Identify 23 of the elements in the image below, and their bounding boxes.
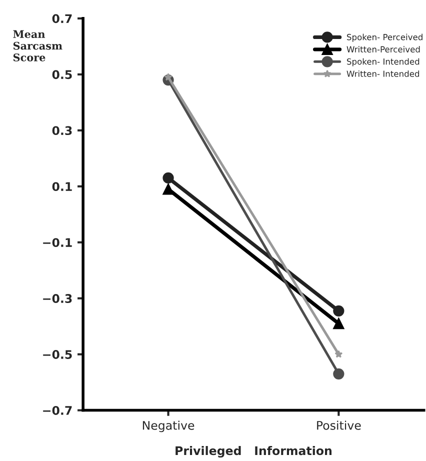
y-axis-title: Mean Sarcasm Score xyxy=(13,30,62,62)
legend-label: Spoken- Perceived xyxy=(347,34,422,42)
y-tick-label: −0.1 xyxy=(43,238,72,248)
point xyxy=(162,172,174,184)
y-tick-label: 0.1 xyxy=(52,182,72,192)
y-tick-label: −0.5 xyxy=(43,350,72,359)
x-tick-label: Negative xyxy=(142,420,194,432)
point xyxy=(333,368,344,380)
x-axis-title: Privileged Information xyxy=(176,446,332,458)
point xyxy=(162,184,174,195)
point xyxy=(164,73,172,81)
point xyxy=(333,305,344,316)
legend-label: Written-Perceived xyxy=(346,46,420,52)
legend-label: Written- Intended xyxy=(346,70,420,77)
x-tick-label: Positive xyxy=(317,420,361,430)
y-tick-label: −0.3 xyxy=(43,294,72,303)
y-tick-label: 0.7 xyxy=(52,14,72,24)
y-tick-label: 0.5 xyxy=(52,70,72,80)
legend-label: Spoken- Intended xyxy=(347,58,420,66)
y-tick-label: −0.7 xyxy=(43,406,72,415)
y-tick-label: 0.3 xyxy=(52,126,72,136)
point xyxy=(333,318,344,330)
point xyxy=(334,350,343,358)
